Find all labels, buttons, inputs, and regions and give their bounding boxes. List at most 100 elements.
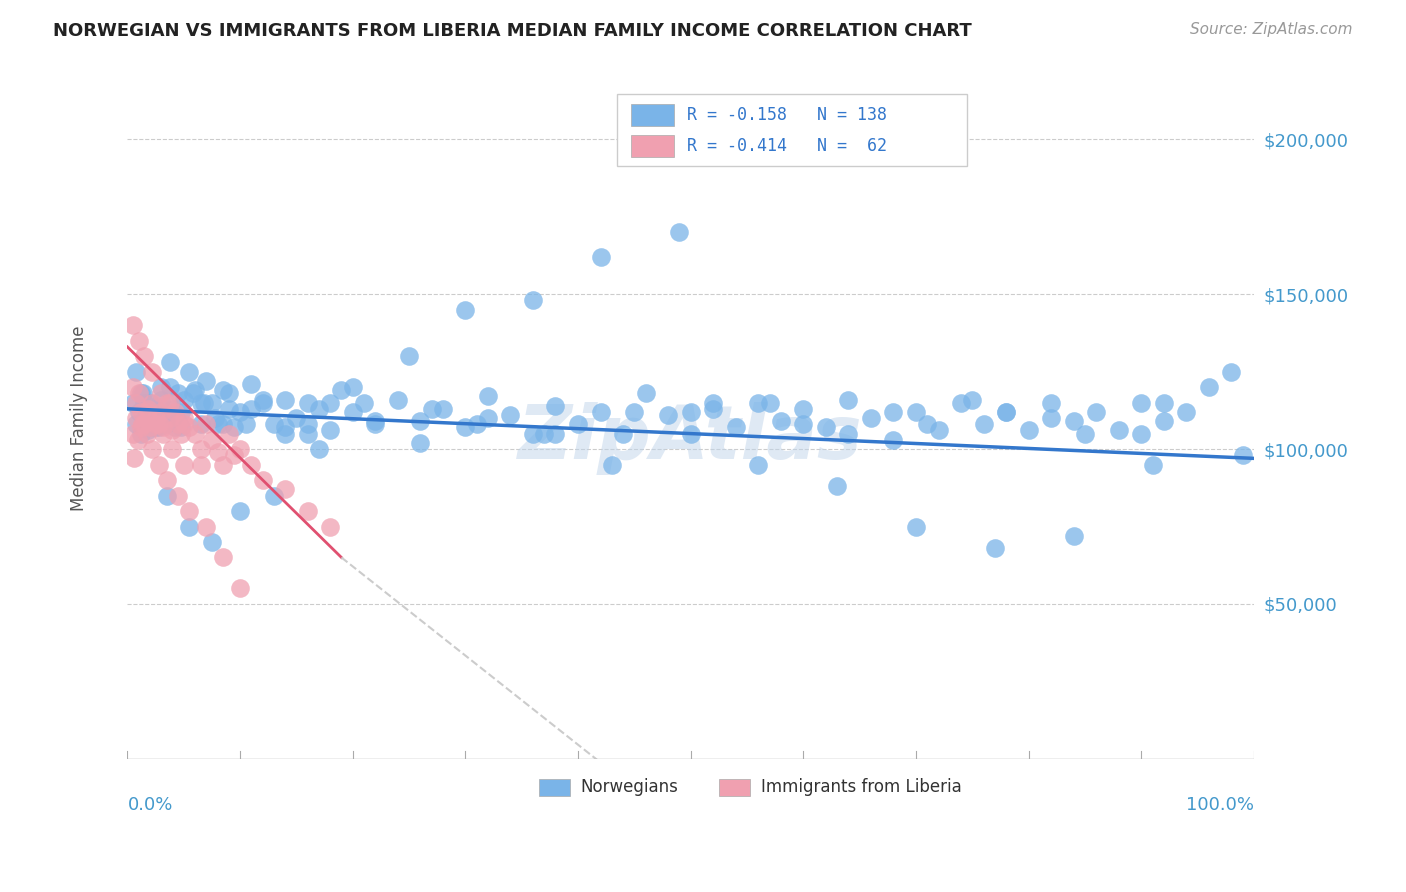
Point (432, 401, 454, 416)
Point (136, 405, 159, 419)
Point (297, 395, 319, 409)
FancyBboxPatch shape (538, 780, 569, 797)
Point (162, 401, 184, 416)
Point (465, 417, 488, 432)
Point (128, 334, 150, 348)
Point (193, 395, 215, 409)
Point (122, 380, 145, 394)
Point (195, 374, 218, 388)
Point (150, 405, 173, 419)
Point (170, 405, 193, 419)
Point (190, 417, 212, 432)
Text: 0.0%: 0.0% (128, 797, 173, 814)
Point (162, 442, 184, 456)
Point (212, 417, 235, 432)
Point (141, 442, 163, 456)
Point (229, 582, 252, 596)
Point (212, 383, 235, 397)
Point (132, 386, 155, 401)
Point (274, 392, 297, 407)
Point (145, 411, 167, 425)
Point (179, 519, 201, 533)
Point (973, 417, 995, 432)
Point (173, 417, 195, 432)
Point (589, 250, 612, 264)
Point (240, 377, 263, 392)
Point (319, 424, 342, 438)
Point (1063, 414, 1085, 428)
Point (544, 399, 567, 413)
Point (163, 420, 186, 434)
Point (409, 436, 432, 450)
Point (1063, 529, 1085, 543)
Point (224, 448, 246, 462)
Point (904, 519, 927, 533)
Point (567, 417, 589, 432)
Point (928, 424, 950, 438)
Point (634, 386, 657, 401)
Point (274, 420, 297, 434)
Point (141, 365, 163, 379)
Point (600, 458, 623, 472)
Text: ZipAtlas: ZipAtlas (519, 402, 863, 475)
Point (218, 386, 240, 401)
Point (173, 458, 195, 472)
Point (150, 386, 173, 401)
FancyBboxPatch shape (631, 104, 673, 127)
Point (129, 386, 152, 401)
Point (218, 426, 240, 441)
Point (240, 401, 263, 416)
Point (201, 535, 224, 549)
Point (285, 411, 308, 425)
Point (917, 417, 939, 432)
Point (364, 414, 387, 428)
Point (150, 392, 173, 407)
Point (387, 392, 409, 407)
Point (274, 483, 297, 497)
Point (263, 489, 285, 503)
FancyBboxPatch shape (631, 135, 673, 157)
Point (837, 426, 859, 441)
Point (159, 380, 181, 394)
Point (308, 442, 330, 456)
Point (127, 433, 149, 447)
Point (477, 389, 499, 403)
Point (125, 411, 148, 425)
Point (995, 405, 1018, 419)
Point (167, 414, 190, 428)
Point (235, 417, 257, 432)
Point (224, 420, 246, 434)
Point (1175, 405, 1198, 419)
Point (134, 411, 156, 425)
Point (420, 401, 443, 416)
Point (702, 395, 724, 409)
Point (454, 420, 477, 434)
Point (297, 504, 319, 518)
Text: R = -0.158   N = 138: R = -0.158 N = 138 (688, 106, 887, 124)
Point (195, 519, 218, 533)
Point (353, 395, 375, 409)
Point (252, 395, 274, 409)
Point (612, 426, 634, 441)
Point (129, 405, 152, 419)
Point (139, 395, 162, 409)
Point (1108, 424, 1130, 438)
Point (167, 417, 190, 432)
Point (156, 417, 179, 432)
Point (184, 383, 207, 397)
Point (364, 417, 387, 432)
Point (398, 349, 420, 363)
Point (159, 411, 181, 425)
Point (263, 417, 285, 432)
Point (962, 392, 984, 407)
Point (125, 365, 148, 379)
Point (170, 420, 193, 434)
Text: 100.0%: 100.0% (1187, 797, 1254, 814)
Point (747, 458, 769, 472)
Point (212, 550, 235, 565)
Point (342, 405, 364, 419)
Point (1074, 426, 1097, 441)
Point (825, 479, 848, 493)
Point (207, 445, 229, 459)
Point (274, 426, 297, 441)
